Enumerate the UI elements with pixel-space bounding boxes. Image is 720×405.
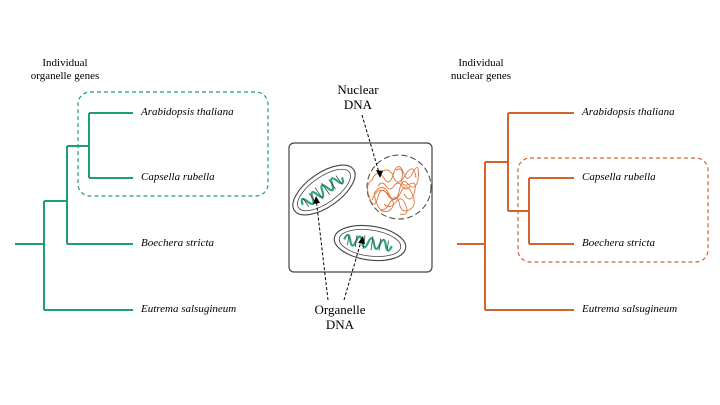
cell-illustration <box>288 114 433 301</box>
organelle-dna-label: Organelle DNA <box>300 302 380 332</box>
organelle-arrowhead-left <box>313 196 320 204</box>
nucleus-envelope <box>366 154 432 220</box>
left-species-boechera: Boechera stricta <box>141 237 215 249</box>
right-tree-title: Individual nuclear genes <box>440 57 522 83</box>
nuclear-dna-label: Nuclear DNA <box>326 82 390 112</box>
organelle-dna-label-line1: Organelle <box>314 302 366 317</box>
right-species-boechera: Boechera stricta <box>582 237 656 249</box>
organelle-dna-label-line2: DNA <box>325 317 355 332</box>
left-tree-title: Individual organelle genes <box>20 57 110 83</box>
right-species-arabidopsis: Arabidopsis thaliana <box>582 106 675 118</box>
left-species-eutrema: Eutrema salsugineum <box>141 303 237 315</box>
right-tree-title-line2: nuclear genes <box>450 70 512 82</box>
left-species-capsella: Capsella rubella <box>141 171 215 183</box>
right-clade-highlight <box>517 157 709 263</box>
pointer-lines <box>315 114 381 301</box>
organelle-pointer-left <box>315 197 329 301</box>
right-tree-title-line1: Individual <box>458 57 504 69</box>
left-species-arabidopsis: Arabidopsis thaliana <box>141 106 234 118</box>
nuclear-pointer <box>361 114 381 177</box>
organelle-arrowhead-bottom <box>358 236 365 244</box>
mitochondrion-bottom <box>333 224 407 262</box>
nuclear-dna <box>367 166 419 215</box>
left-tree-title-line2: organelle genes <box>30 70 100 82</box>
right-tree <box>457 112 574 311</box>
nuclear-dna-label-line1: Nuclear <box>337 82 379 97</box>
nuclear-dna-label-line2: DNA <box>343 97 373 112</box>
right-species-capsella: Capsella rubella <box>582 171 656 183</box>
left-tree-title-line1: Individual <box>42 57 88 69</box>
nuclear-arrowhead <box>376 170 383 178</box>
organelle-pointer-bottom <box>343 237 363 301</box>
left-clade-highlight <box>77 91 269 197</box>
right-species-eutrema: Eutrema salsugineum <box>582 303 678 315</box>
mitochondrion-left <box>292 164 356 216</box>
left-tree <box>15 112 133 311</box>
